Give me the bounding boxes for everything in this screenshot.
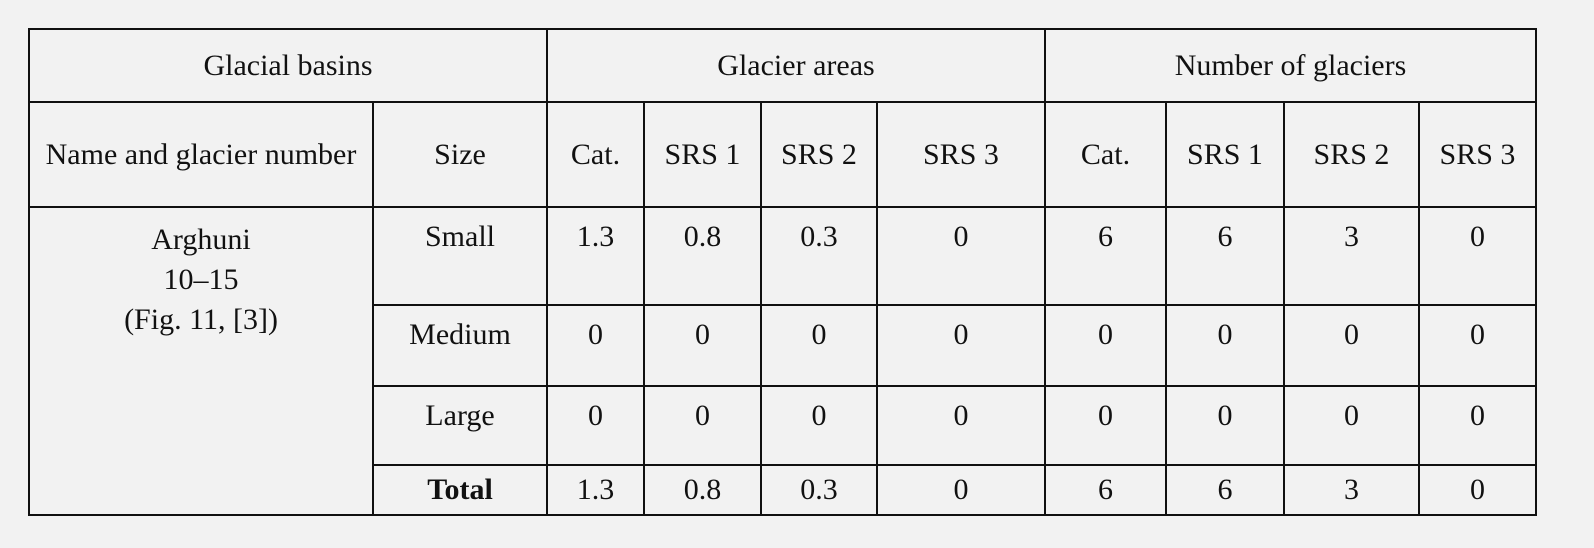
value-cell: 0	[1418, 464, 1537, 516]
basin-reference: (Fig. 11, [3])	[124, 303, 278, 336]
column-header: Cat.	[1044, 101, 1167, 208]
value-cell: 6	[1044, 206, 1167, 306]
value-cell: 3	[1283, 464, 1420, 516]
size-cell: Small	[372, 206, 548, 306]
value-cell: 0	[1165, 304, 1285, 387]
size-cell: Large	[372, 385, 548, 466]
basin-numbers: 10–15	[163, 263, 239, 296]
size-cell: Total	[372, 464, 548, 516]
data-row: Large 0 0 0 0 0 0 0 0	[29, 385, 1537, 466]
data-row: Medium 0 0 0 0 0 0 0 0	[29, 304, 1537, 387]
value-cell: 1.3	[546, 206, 645, 306]
column-header: SRS 2	[1283, 101, 1420, 208]
value-cell: 0	[546, 304, 645, 387]
value-cell: 0	[643, 385, 762, 466]
group-header: Glacier areas	[546, 28, 1046, 103]
group-header: Number of glaciers	[1044, 28, 1537, 103]
column-header: SRS 3	[1418, 101, 1537, 208]
size-cell: Medium	[372, 304, 548, 387]
data-row: Total 1.3 0.8 0.3 0 6 6 3 0	[29, 464, 1537, 516]
value-cell: 0	[876, 206, 1046, 306]
column-header: Name and glacier number	[28, 101, 374, 208]
column-header: SRS 2	[760, 101, 878, 208]
value-cell: 0.3	[760, 206, 878, 306]
header-group-row: Glacial basins Glacier areas Number of gla…	[28, 28, 1537, 103]
basin-name: Arghuni	[151, 223, 251, 256]
value-cell: 0	[1418, 304, 1537, 387]
value-cell: 0	[876, 464, 1046, 516]
table-body: Glacial basins Glacier areas Number of gla…	[28, 28, 1537, 516]
value-cell: 0	[1044, 385, 1167, 466]
value-cell: 0	[546, 385, 645, 466]
value-cell: 0	[1044, 304, 1167, 387]
value-cell: 0	[1165, 385, 1285, 466]
column-header: SRS 3	[876, 101, 1046, 208]
group-header: Glacial basins	[28, 28, 548, 103]
value-cell: 6	[1165, 464, 1285, 516]
glacier-table: Glacial basins Glacier areas Number of gla…	[28, 28, 1537, 516]
column-header: SRS 1	[643, 101, 762, 208]
value-cell: 0	[876, 385, 1046, 466]
column-header: SRS 1	[1165, 101, 1285, 208]
column-header: Size	[372, 101, 548, 208]
value-cell: 0	[876, 304, 1046, 387]
value-cell: 0.8	[643, 464, 762, 516]
value-cell: 0.8	[643, 206, 762, 306]
header-column-row: Name and glacier number Size Cat. SRS 1 SRS …	[28, 101, 1537, 208]
value-cell: 1.3	[546, 464, 645, 516]
column-header: Cat.	[546, 101, 645, 208]
data-row: Arghuni 10–15 (Fig. 11, [3]) Small 1.3 0.8 0.3…	[28, 206, 1537, 516]
value-cell: 0	[760, 304, 878, 387]
value-cell: 0	[760, 385, 878, 466]
value-cell: 3	[1283, 206, 1420, 306]
value-cell: 0	[643, 304, 762, 387]
basin-cell: Arghuni 10–15 (Fig. 11, [3])	[28, 206, 374, 516]
value-cell: 6	[1165, 206, 1285, 306]
value-cell: 6	[1044, 464, 1167, 516]
value-cell: 0	[1418, 206, 1537, 306]
value-cell: 0	[1418, 385, 1537, 466]
value-cell: 0	[1283, 385, 1420, 466]
value-cell: 0	[1283, 304, 1420, 387]
value-cell: 0.3	[760, 464, 878, 516]
